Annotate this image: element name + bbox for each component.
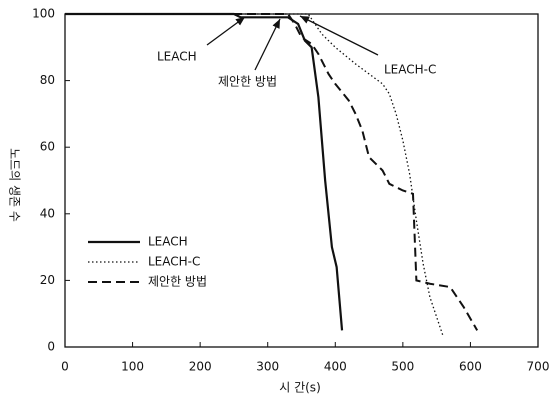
series-line [65, 13, 479, 331]
arrow [206, 16, 246, 46]
y-tick-label: 80 [40, 73, 55, 87]
y-axis-label: 노드의 생존 수 [8, 148, 22, 222]
x-tick-label: 0 [61, 360, 69, 374]
x-tick-label: 400 [324, 360, 347, 374]
x-tick-label: 500 [391, 360, 414, 374]
y-tick-label: 60 [40, 140, 55, 154]
y-tick-label: 0 [47, 340, 55, 354]
x-tick-label: 200 [189, 360, 212, 374]
x-tick-label: 700 [527, 360, 550, 374]
x-tick-label: 100 [121, 360, 144, 374]
y-tick-label: 20 [40, 273, 55, 287]
arrow [299, 15, 379, 56]
x-tick-label: 300 [256, 360, 279, 374]
arrow [254, 18, 281, 71]
series-line [65, 13, 445, 338]
y-tick-label: 100 [32, 7, 55, 21]
y-tick-label: 40 [40, 206, 55, 220]
legend-label: LEACH [148, 235, 188, 249]
x-tick-label: 600 [459, 360, 482, 374]
series-line [65, 12, 344, 331]
annotation: LEACH-C [384, 63, 436, 77]
legend-label: LEACH-C [148, 255, 200, 269]
plot-frame [64, 13, 539, 348]
legend-label: 제안한 방법 [148, 275, 207, 289]
x-axis-label: 시 간(s) [279, 381, 321, 395]
annotation: LEACH [157, 50, 197, 64]
annotation: 제안한 방법 [218, 75, 277, 89]
